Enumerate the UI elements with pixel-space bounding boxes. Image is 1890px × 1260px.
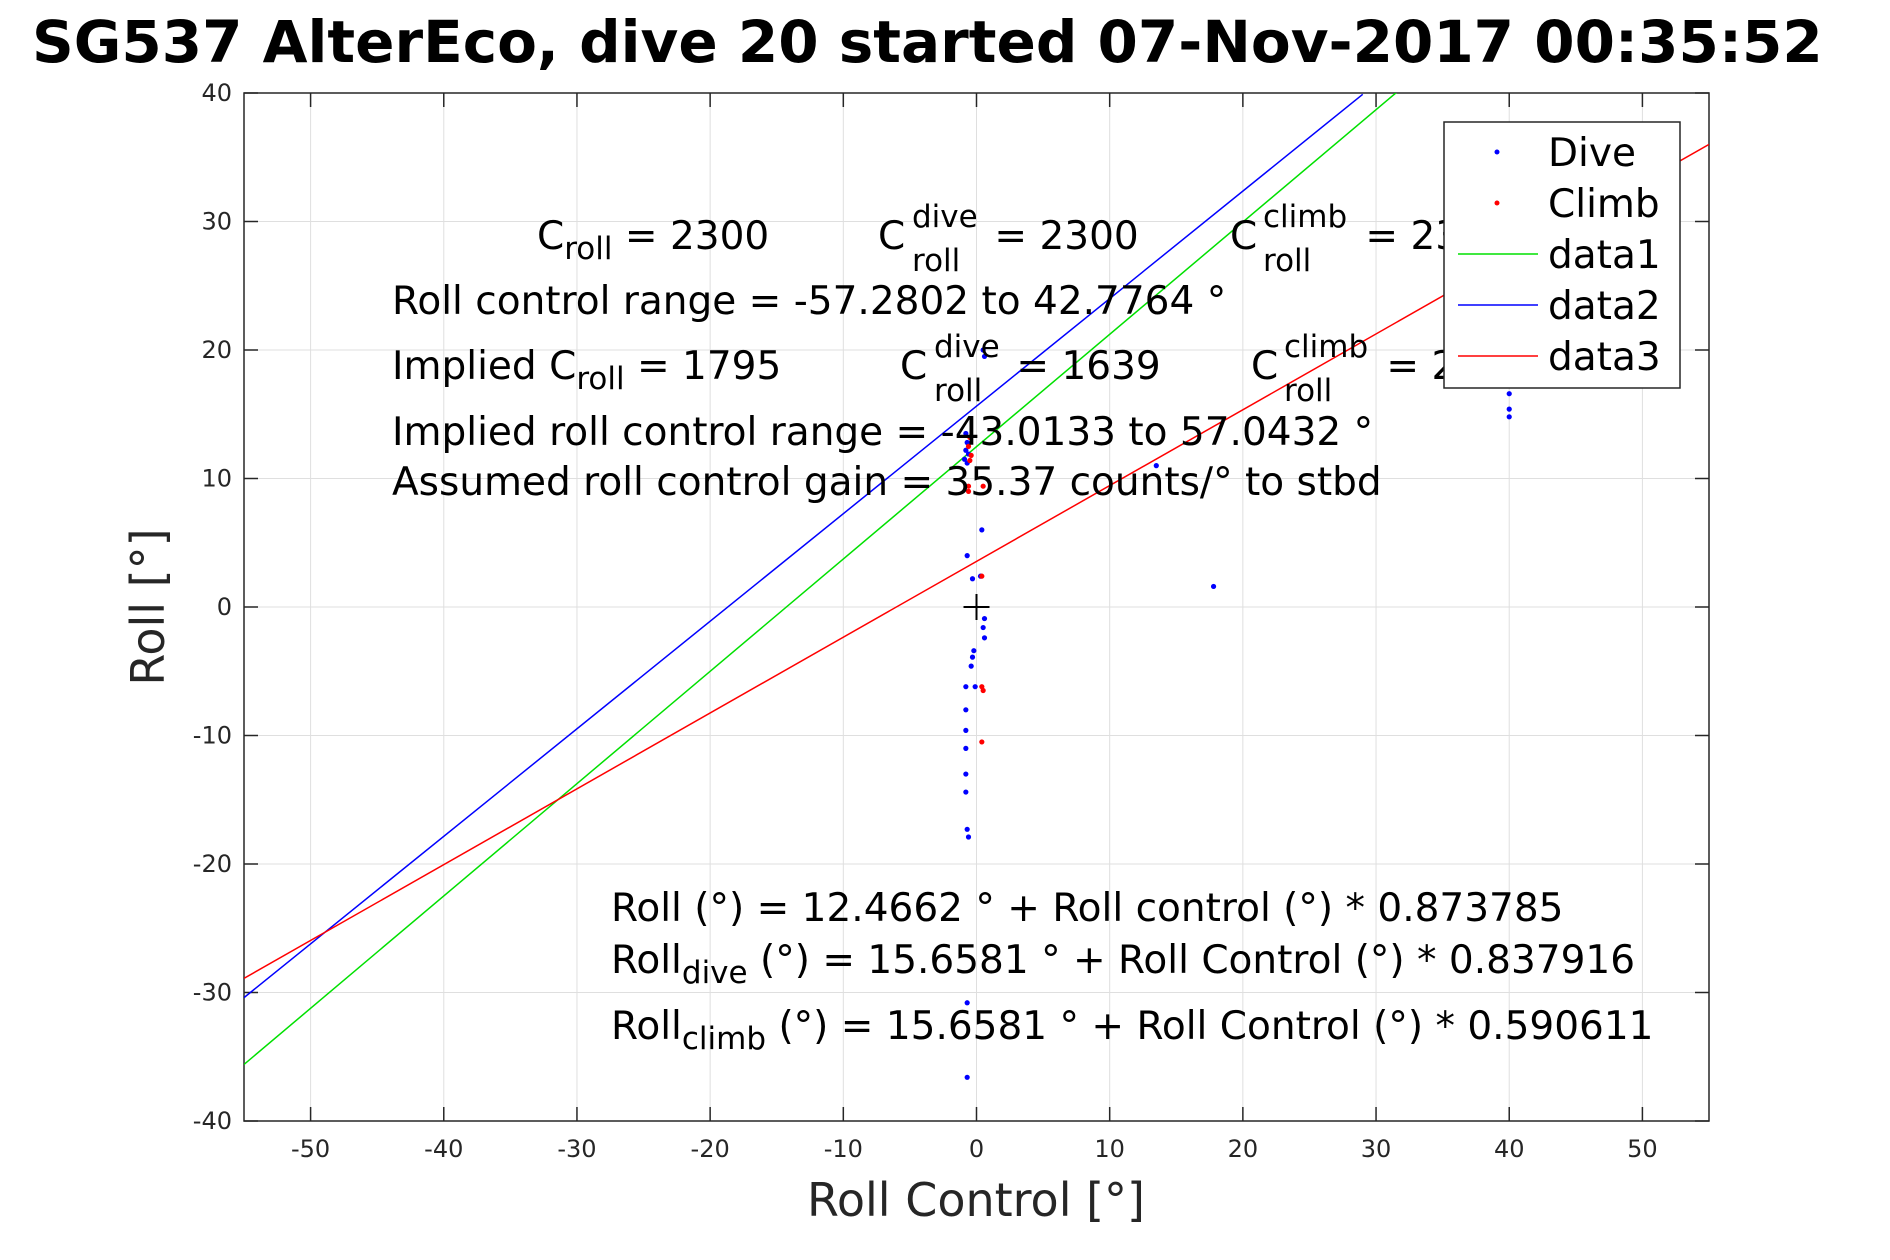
x-tick-label: 30	[1361, 1135, 1392, 1163]
x-tick-label: 40	[1494, 1135, 1525, 1163]
annot-implied-range: Implied roll control range = -43.0133 to…	[392, 410, 1373, 455]
line-data2	[244, 93, 1364, 999]
x-tick-label: -50	[291, 1135, 330, 1163]
origin-marker	[963, 594, 990, 620]
legend-climb-marker	[1494, 200, 1500, 206]
point-dive	[963, 447, 969, 453]
point-dive	[981, 353, 988, 360]
point-dive	[1506, 406, 1512, 412]
y-tick-label: -20	[193, 850, 232, 878]
point-dive	[1506, 391, 1512, 397]
y-tick-label: 0	[217, 593, 232, 621]
y-tick-label: 10	[201, 465, 232, 493]
point-dive	[963, 745, 969, 751]
y-axis-label: Roll [°]	[121, 528, 175, 685]
point-dive	[1153, 463, 1159, 469]
annot-gain: Assumed roll control gain = 35.37 counts…	[392, 460, 1382, 505]
x-tick-label: 50	[1627, 1135, 1658, 1163]
x-tick-label: 0	[969, 1135, 984, 1163]
point-dive	[963, 771, 969, 777]
data-points	[961, 347, 1512, 1080]
point-dive	[964, 1074, 970, 1080]
legend-dive-marker	[1494, 149, 1500, 155]
legend-climb-label: Climb	[1548, 182, 1660, 227]
point-dive	[969, 654, 976, 660]
annot-fit-dive: Rolldive (°) = 15.6581 ° + Roll Control …	[611, 938, 1635, 991]
x-tick-label: -10	[824, 1135, 863, 1163]
x-tick-label: -30	[557, 1135, 596, 1163]
point-climb	[967, 434, 973, 440]
point-dive	[980, 347, 986, 353]
y-tick-label: -40	[193, 1107, 232, 1135]
annot-fit-climb: Rollclimb (°) = 15.6581 ° + Roll Control…	[611, 1004, 1653, 1057]
annot-implied-c-roll: Implied Croll = 1795	[392, 344, 781, 397]
legend-data2-label: data2	[1548, 284, 1661, 329]
line-data1	[244, 93, 1397, 1066]
point-climb	[968, 452, 974, 458]
point-dive	[964, 553, 970, 559]
chart-title: SG537 AlterEco, dive 20 started 07-Nov-2…	[32, 8, 1823, 76]
legend-dive-label: Dive	[1548, 131, 1636, 176]
legend-data1-label: data1	[1548, 233, 1661, 278]
legend-box	[1443, 121, 1681, 389]
point-dive	[963, 684, 969, 690]
point-climb	[965, 483, 972, 489]
y-tick-label: 20	[201, 336, 232, 364]
point-dive	[980, 624, 986, 631]
point-climb	[965, 488, 972, 494]
point-dive	[963, 727, 969, 733]
legend-data3-label: data3	[1548, 335, 1661, 380]
point-dive	[969, 576, 976, 582]
point-dive	[1506, 414, 1512, 420]
x-tick-label: 20	[1228, 1135, 1259, 1163]
point-dive	[964, 826, 970, 832]
point-dive	[979, 527, 985, 533]
point-dive	[971, 648, 977, 654]
x-tick-label: 10	[1094, 1135, 1125, 1163]
point-dive	[963, 789, 969, 795]
point-dive	[981, 615, 988, 622]
point-climb	[965, 443, 972, 449]
annot-c-roll: Croll = 2300	[537, 214, 769, 267]
annot-roll-control-range: Roll control range = -57.2802 to 42.7764…	[392, 279, 1226, 324]
tick-marks	[244, 92, 1709, 1122]
point-dive	[968, 663, 974, 669]
point-dive	[1210, 583, 1217, 590]
x-tick-labels: -50 -40 -30 -20 -10 0 10 20 30 40 50	[291, 1135, 1658, 1163]
point-dive	[981, 635, 988, 641]
point-climb	[979, 573, 985, 579]
x-tick-label: -20	[691, 1135, 730, 1163]
point-dive	[961, 456, 968, 462]
point-dive	[963, 707, 969, 713]
legend: Dive Climb data1 data2 data3	[1443, 121, 1681, 389]
y-tick-label: 30	[201, 208, 232, 236]
x-tick-label: -40	[424, 1135, 463, 1163]
y-tick-label: -10	[193, 722, 232, 750]
point-climb	[980, 483, 986, 489]
point-climb	[980, 687, 986, 694]
point-dive	[972, 684, 978, 690]
point-dive	[964, 1000, 970, 1006]
y-tick-label: 40	[201, 79, 232, 107]
x-axis-label: Roll Control [°]	[807, 1173, 1145, 1227]
point-climb	[967, 457, 973, 464]
point-dive	[963, 430, 969, 437]
point-dive	[965, 834, 972, 840]
point-climb	[979, 739, 985, 745]
y-tick-labels: -40 -30 -20 -10 0 10 20 30 40	[193, 79, 232, 1135]
y-tick-label: -30	[193, 979, 232, 1007]
annot-fit-all: Roll (°) = 12.4662 ° + Roll control (°) …	[611, 886, 1564, 931]
